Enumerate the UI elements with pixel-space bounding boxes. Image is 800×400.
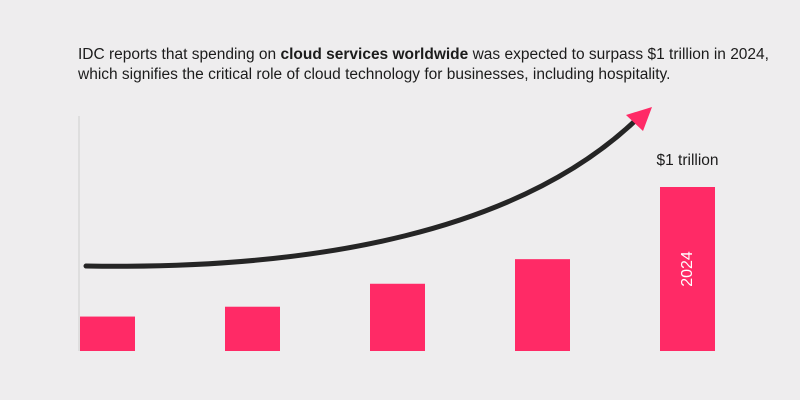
- bar-4: [515, 259, 570, 351]
- caption-text-end: was expected to surpass $1 trillion in 2…: [78, 46, 769, 83]
- trend-arrow: [83, 107, 652, 269]
- bar-5: [660, 187, 715, 351]
- bar-3: [370, 283, 425, 351]
- trend-arrow-head: [626, 107, 652, 131]
- trend-arrow-curve: [83, 117, 639, 269]
- value-label-5: $1 trillion: [656, 152, 718, 169]
- bar-2: [225, 306, 280, 351]
- category-label-5: 2024: [679, 251, 696, 287]
- caption-bold-text: cloud services worldwide: [280, 46, 469, 63]
- bars-group: 2024 $1 trillion: [80, 152, 719, 351]
- caption-text-start: IDC reports that spending on: [78, 46, 281, 63]
- bar-1: [80, 316, 135, 351]
- caption-text: IDC reports that spending on cloud servi…: [78, 45, 778, 85]
